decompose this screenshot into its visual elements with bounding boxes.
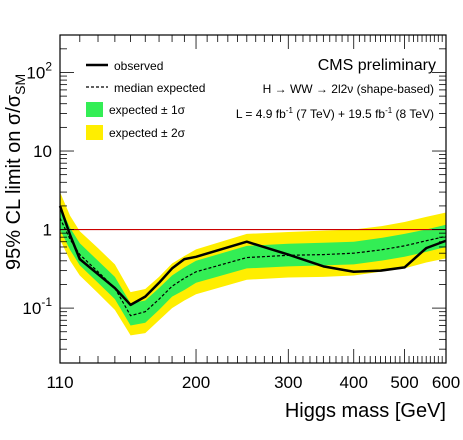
- legend-expected-label: median expected: [114, 81, 205, 95]
- legend-2sigma-swatch: [86, 125, 103, 140]
- lumi-prefix: L = 4.9 fb: [236, 107, 286, 121]
- y-axis-tick-labels: 10-1 1 10 102: [22, 59, 52, 318]
- observed-limit-line: [58, 205, 447, 307]
- lumi-sup-2: -1: [385, 106, 393, 115]
- curves-layer: [58, 205, 447, 317]
- y-tick-label: 102: [26, 59, 52, 82]
- y-axis-label: 95% CL limit on σ/σSM: [3, 74, 28, 270]
- x-axis-label: Higgs mass [GeV]: [285, 400, 446, 422]
- lumi-middle: (7 TeV) + 19.5 fb: [293, 107, 385, 121]
- y-axis-ticks: [60, 34, 446, 364]
- x-tick-label: 110: [46, 373, 73, 392]
- x-tick-label: 600: [432, 373, 460, 392]
- x-tick-label: 400: [340, 373, 368, 392]
- x-axis-ticks: [59, 35, 447, 363]
- legend-2sigma-label: expected ± 2σ: [109, 126, 186, 140]
- x-tick-label: 500: [390, 373, 418, 392]
- y-tick-label: 1: [43, 221, 52, 240]
- legend-observed-label: observed: [114, 59, 163, 73]
- x-tick-label: 200: [182, 373, 210, 392]
- lumi-suffix: (8 TeV): [392, 107, 434, 121]
- expected-limit-line: [59, 217, 447, 317]
- lumi-sup-1: -1: [286, 106, 294, 115]
- luminosity-label: L = 4.9 fb-1 (7 TeV) + 19.5 fb-1 (8 TeV): [236, 106, 434, 121]
- x-axis-tick-labels: 110 200 300 400 500 600: [46, 373, 460, 392]
- experiment-label: CMS preliminary: [318, 57, 436, 74]
- y-axis-label-main: 95% CL limit on σ/σ: [3, 94, 25, 270]
- process-label: H → WW → 2l2ν (shape-based): [263, 82, 434, 96]
- band-1sigma: [60, 205, 446, 326]
- y-axis-label-subscript: SM: [12, 74, 28, 95]
- legend-1sigma-swatch: [86, 102, 103, 117]
- x-tick-label: 300: [274, 373, 302, 392]
- y-tick-label: 10-1: [22, 295, 52, 318]
- legend: observed median expected expected ± 1σ e…: [86, 59, 205, 140]
- y-tick-label: 10: [33, 142, 52, 161]
- legend-1sigma-label: expected ± 1σ: [109, 103, 186, 117]
- plot-frame: [59, 34, 447, 364]
- bands-layer: [60, 192, 446, 336]
